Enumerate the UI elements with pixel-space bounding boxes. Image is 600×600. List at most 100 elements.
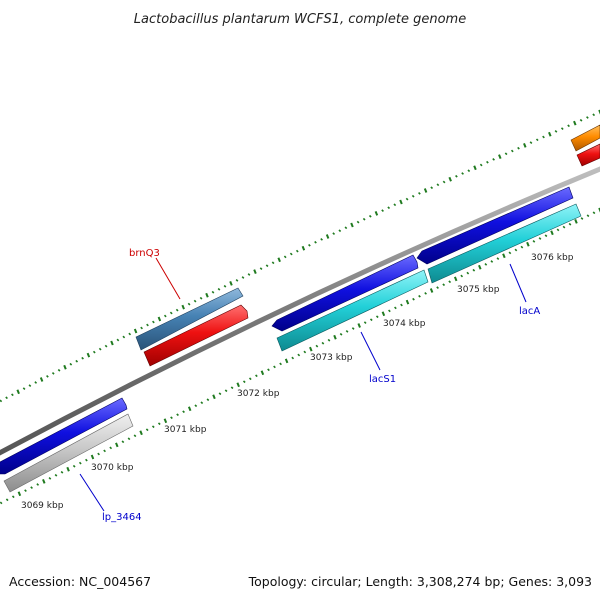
outer-minor-tick bbox=[22, 387, 26, 390]
outer-minor-tick bbox=[265, 264, 269, 268]
brnQ3-leader-line bbox=[155, 257, 181, 300]
inner-minor-tick bbox=[121, 440, 125, 444]
inner-minor-tick bbox=[321, 341, 325, 345]
outer-major-tick bbox=[473, 165, 477, 171]
outer-minor-tick bbox=[586, 116, 589, 119]
outer-major-tick bbox=[448, 176, 452, 182]
cds-orange-forward[interactable] bbox=[570, 124, 600, 152]
outer-tick-marks bbox=[0, 109, 600, 403]
outer-major-tick bbox=[110, 340, 114, 346]
inner-minor-tick bbox=[538, 237, 542, 240]
outer-minor-tick bbox=[560, 127, 564, 130]
cds-gray-lp3464-reverse[interactable] bbox=[3, 413, 134, 493]
inner-minor-tick bbox=[176, 413, 179, 417]
inner-minor-tick bbox=[230, 386, 234, 390]
inner-minor-tick bbox=[24, 489, 27, 492]
inner-minor-tick bbox=[151, 425, 155, 429]
outer-minor-tick bbox=[211, 290, 215, 294]
outer-minor-tick bbox=[92, 350, 96, 354]
outer-major-tick bbox=[39, 377, 44, 382]
genome-backbone bbox=[0, 166, 600, 456]
gene-label-lp3464[interactable]: lp_3464 bbox=[102, 512, 142, 523]
inner-major-tick bbox=[309, 346, 313, 352]
outer-major-tick bbox=[423, 188, 428, 193]
outer-minor-tick bbox=[75, 359, 79, 363]
inner-minor-tick bbox=[412, 297, 415, 301]
outer-minor-tick bbox=[517, 146, 520, 150]
inner-major-tick bbox=[260, 370, 265, 376]
outer-minor-tick bbox=[5, 396, 8, 400]
outer-minor-tick bbox=[504, 152, 508, 156]
outer-major-tick bbox=[523, 143, 527, 148]
inner-major-tick bbox=[478, 264, 482, 270]
outer-minor-tick bbox=[57, 368, 61, 372]
inner-minor-tick bbox=[460, 274, 464, 278]
inner-minor-tick bbox=[157, 422, 161, 426]
outer-major-tick bbox=[205, 292, 209, 298]
gene-label-lacS1[interactable]: lacS1 bbox=[369, 374, 396, 385]
map-title: Lactobacillus plantarum WCFS1, complete … bbox=[134, 12, 466, 27]
outer-minor-tick bbox=[104, 344, 108, 348]
cds-steelblue-forward[interactable] bbox=[135, 287, 244, 351]
outer-minor-tick bbox=[314, 240, 317, 244]
outer-minor-tick bbox=[492, 158, 495, 161]
cds-blue-lacA-forward[interactable] bbox=[416, 186, 574, 265]
inner-minor-tick bbox=[194, 404, 198, 408]
inner-minor-tick bbox=[291, 356, 295, 360]
outer-major-tick bbox=[63, 364, 67, 370]
scale-label-3069: 3069 kbp bbox=[21, 501, 64, 511]
inner-major-tick bbox=[163, 418, 168, 424]
outer-minor-tick bbox=[368, 214, 372, 218]
inner-major-tick bbox=[42, 479, 46, 484]
outer-minor-tick bbox=[554, 130, 558, 133]
inner-minor-tick bbox=[472, 268, 476, 272]
outer-major-tick bbox=[573, 120, 577, 126]
outer-major-tick bbox=[16, 389, 20, 395]
cds-red-reverse[interactable] bbox=[576, 143, 600, 167]
outer-minor-tick bbox=[193, 299, 197, 303]
inner-minor-tick bbox=[182, 410, 185, 414]
outer-minor-tick bbox=[122, 335, 126, 339]
inner-minor-tick bbox=[200, 401, 204, 405]
outer-minor-tick bbox=[259, 267, 263, 270]
outer-minor-tick bbox=[28, 384, 32, 387]
cds-blue-lp3464-forward[interactable] bbox=[0, 397, 128, 475]
outer-minor-tick bbox=[11, 393, 14, 397]
cds-cyan-lacS1-reverse[interactable] bbox=[276, 269, 429, 352]
outer-minor-tick bbox=[338, 229, 342, 233]
outer-minor-tick bbox=[289, 252, 293, 256]
inner-major-tick bbox=[429, 288, 434, 293]
outer-minor-tick bbox=[332, 232, 336, 235]
inner-minor-tick bbox=[490, 260, 494, 263]
gene-label-lacA[interactable]: lacA bbox=[519, 306, 540, 317]
inner-minor-tick bbox=[103, 449, 106, 453]
outer-minor-tick bbox=[271, 261, 275, 265]
inner-minor-tick bbox=[351, 327, 355, 330]
inner-minor-tick bbox=[273, 365, 276, 369]
outer-minor-tick bbox=[34, 381, 38, 384]
inner-minor-tick bbox=[315, 344, 319, 348]
outer-minor-tick bbox=[405, 197, 409, 201]
cds-red-brnQ3-reverse[interactable] bbox=[143, 304, 249, 367]
inner-major-tick bbox=[212, 394, 216, 400]
inner-minor-tick bbox=[496, 257, 500, 260]
inner-minor-tick bbox=[345, 330, 349, 333]
gene-label-brnQ3[interactable]: brnQ3 bbox=[129, 248, 160, 259]
inner-minor-tick bbox=[544, 234, 548, 238]
inner-major-tick bbox=[17, 491, 22, 497]
inner-minor-tick bbox=[72, 464, 76, 468]
outer-minor-tick bbox=[592, 113, 596, 117]
inner-minor-tick bbox=[484, 263, 488, 266]
inner-minor-tick bbox=[5, 498, 9, 502]
outer-major-tick bbox=[157, 316, 162, 322]
inner-minor-tick bbox=[418, 294, 421, 298]
inner-minor-tick bbox=[339, 332, 343, 336]
cds-cyan-lacA-reverse[interactable] bbox=[427, 203, 582, 284]
outer-minor-tick bbox=[187, 302, 191, 306]
cds-blue-lacS1-forward[interactable] bbox=[271, 254, 419, 332]
lacS1-leader-line bbox=[360, 331, 381, 371]
outer-minor-tick bbox=[320, 238, 323, 241]
scale-label-3076: 3076 kbp bbox=[531, 253, 574, 263]
inner-minor-tick bbox=[580, 217, 584, 220]
outer-major-tick bbox=[301, 245, 306, 251]
